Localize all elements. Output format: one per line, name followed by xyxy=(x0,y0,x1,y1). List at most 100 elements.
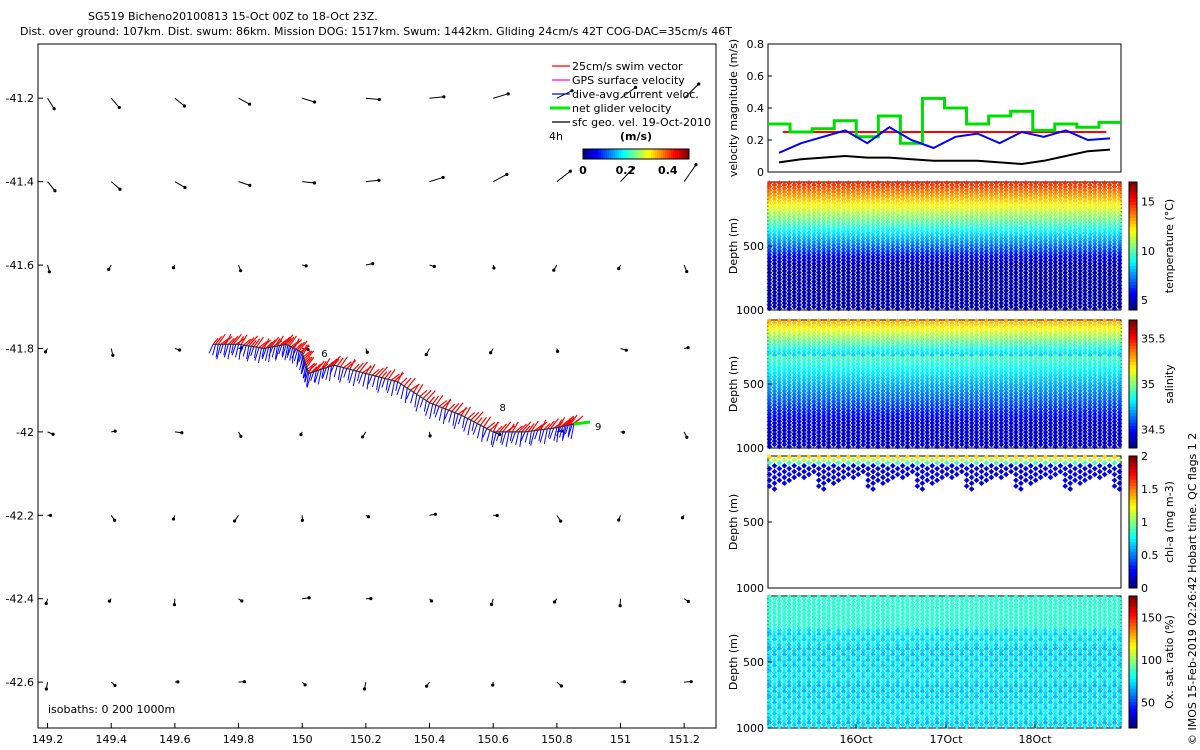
section-colorbar-segment xyxy=(1129,194,1137,199)
swim-vector xyxy=(331,355,341,367)
swim-vector xyxy=(307,362,318,372)
swim-vector xyxy=(320,360,327,370)
section-data-point xyxy=(835,302,842,308)
section-data-point xyxy=(894,190,901,197)
section-data-point xyxy=(835,208,842,215)
section-data-point xyxy=(771,185,778,192)
plot-title: SG519 Bicheno20100813 15-Oct 00Z to 18-O… xyxy=(88,10,378,23)
section-data-point xyxy=(899,221,906,228)
geo-velocity-arrowhead xyxy=(48,513,53,518)
colorbar-segment xyxy=(623,149,626,159)
section-data-point xyxy=(899,271,906,278)
dive-avg-current-vector xyxy=(534,430,539,440)
section-data-point xyxy=(766,269,773,276)
section-data-point xyxy=(919,207,926,213)
map-ytick-label: -42.4 xyxy=(6,593,34,606)
dive-avg-current-vector xyxy=(253,347,257,359)
dive-avg-current-vector xyxy=(405,389,411,400)
section-data-point xyxy=(766,255,773,262)
colorbar-segment xyxy=(663,149,666,159)
dive-avg-current-vector xyxy=(347,369,351,381)
section-data-point xyxy=(914,183,921,190)
swim-vector xyxy=(310,366,318,374)
map-axes-frame xyxy=(37,43,717,729)
section-data-point xyxy=(919,214,926,220)
section-data-point xyxy=(909,210,916,217)
dive-avg-current-vector xyxy=(567,424,573,438)
swim-vector xyxy=(230,335,239,345)
section-data-point xyxy=(766,219,773,226)
section-data-point xyxy=(899,282,906,288)
section-data-point xyxy=(899,214,906,220)
dive-avg-current-vector xyxy=(376,376,380,390)
section-data-point xyxy=(840,264,847,271)
section-data-point xyxy=(904,233,911,240)
section-data-point xyxy=(899,210,906,217)
geo-velocity-arrowhead xyxy=(552,600,557,604)
map-xtick-label: 150.6 xyxy=(477,733,509,746)
section-data-point xyxy=(850,203,857,210)
section-data-point xyxy=(914,248,921,254)
section-data-point xyxy=(771,210,778,217)
geo-velocity-arrow xyxy=(238,97,250,105)
swim-vector xyxy=(293,338,300,349)
section-colorbar-label: temperature (°C) xyxy=(1163,199,1176,293)
section-data-point xyxy=(919,289,926,296)
section-data-point xyxy=(766,237,773,244)
dive-avg-current-vector xyxy=(385,379,389,391)
colorbar-segment xyxy=(605,149,608,159)
section-data-point xyxy=(899,250,906,256)
colorbar-segment xyxy=(629,149,632,159)
section-data-point xyxy=(909,246,916,253)
geo-velocity-arrowhead xyxy=(362,687,367,691)
section-data-point xyxy=(840,203,847,210)
section-data-point xyxy=(766,262,773,269)
dive-avg-current-vector xyxy=(556,426,562,437)
section-data-point xyxy=(771,235,778,242)
section-data-point xyxy=(850,181,857,188)
section-data-point xyxy=(919,282,926,288)
geo-velocity-arrowhead xyxy=(505,172,509,176)
dive-avg-current-vector xyxy=(457,415,462,425)
geo-velocity-arrowhead xyxy=(361,435,365,439)
section-data-point xyxy=(850,285,857,292)
dive-avg-current-vector xyxy=(448,411,453,423)
section-data-point xyxy=(914,198,921,204)
dive-avg-current-vector xyxy=(333,365,338,378)
section-data-point xyxy=(914,190,921,197)
geo-velocity-arrowhead xyxy=(433,512,438,516)
section-data-point xyxy=(771,221,778,228)
geo-velocity-arrowhead xyxy=(176,680,180,684)
section-data-point xyxy=(766,233,773,240)
colorbar-segment xyxy=(587,149,590,159)
colorbar-frame xyxy=(582,148,690,160)
swim-vector xyxy=(285,337,292,345)
section-data-point xyxy=(771,207,778,213)
dive-avg-current-vector xyxy=(501,431,507,446)
section-data-point xyxy=(840,282,847,288)
section-data-point xyxy=(904,255,911,262)
section-data-point xyxy=(850,239,857,245)
section-data-point xyxy=(899,264,906,271)
section-data-point xyxy=(909,207,916,213)
section-data-point xyxy=(840,217,847,224)
geo-velocity-arrowhead xyxy=(113,429,117,433)
section-data-point xyxy=(919,221,926,228)
dive-avg-current-vector xyxy=(291,349,297,359)
section-data-point xyxy=(909,185,916,192)
section-data-point xyxy=(766,266,773,272)
colorbar-segment xyxy=(609,149,612,159)
colorbar-segment xyxy=(653,149,656,159)
dive-avg-current-vector xyxy=(519,431,523,447)
section-colorbar-segment xyxy=(1129,233,1137,237)
geo-velocity-arrowhead xyxy=(312,100,317,104)
section-data-point xyxy=(850,242,857,249)
section-colorbar-tick-label: 15 xyxy=(1141,196,1155,209)
section-data-point xyxy=(909,242,916,249)
geo-velocity-arrowhead xyxy=(113,683,117,688)
section-data-point xyxy=(840,181,847,188)
section-data-point xyxy=(771,196,778,202)
section-data-point xyxy=(909,257,916,263)
section-data-point xyxy=(771,282,778,288)
section-colorbar-segment xyxy=(1129,198,1137,202)
